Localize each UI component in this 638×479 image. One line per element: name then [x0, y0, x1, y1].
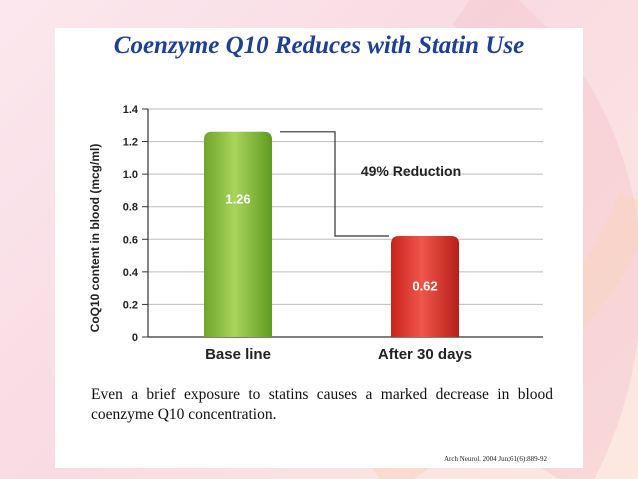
- chart-title: Coenzyme Q10 Reduces with Statin Use: [113, 32, 525, 59]
- y-tick-label: 0.8: [123, 202, 138, 214]
- reduction-connector: [280, 131, 389, 237]
- bar-base-line: [204, 131, 272, 337]
- x-category-label: After 30 days: [378, 346, 472, 363]
- citation: Arch Neurol. 2004 Jun;61(6):889-92: [443, 455, 547, 463]
- y-tick-label: 0.2: [123, 299, 138, 311]
- y-tick-label: 0: [132, 332, 138, 344]
- y-tick-label: 0.6: [123, 234, 138, 246]
- bar-chart: 0 0.2 0.4 0.6 0.8 1.0 1.2 1.4 1.26 Base line 0.62 A…: [88, 104, 543, 363]
- reduction-annotation: 49% Reduction: [361, 163, 461, 179]
- y-tick-label: 1.0: [123, 169, 138, 181]
- y-tick-label: 1.4: [123, 104, 139, 116]
- y-tick-label: 0.4: [123, 267, 139, 279]
- y-axis-title: CoQ10 content in blood (mcg/ml): [88, 144, 102, 333]
- data-label: 0.62: [412, 279, 437, 294]
- chart-panel: Coenzyme Q10 Reduces with Statin Use 0 0.…: [55, 28, 583, 468]
- data-label: 1.26: [225, 192, 250, 207]
- chart-caption: Even a brief exposure to statins causes …: [91, 386, 553, 423]
- x-category-label: Base line: [205, 346, 271, 363]
- y-tick-label: 1.2: [123, 137, 138, 149]
- bar-after-30-days: [391, 236, 459, 337]
